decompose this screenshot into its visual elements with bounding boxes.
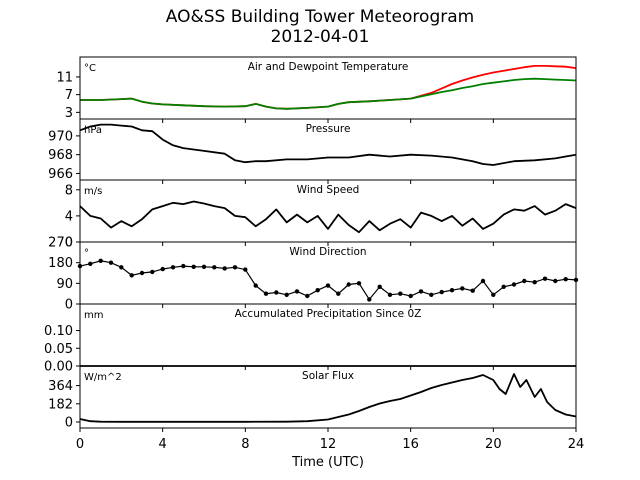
- panel-3-ytick-label: 4: [65, 209, 73, 224]
- panel-3-series-1-line: [79, 200, 577, 234]
- panel-3-units: m/s: [84, 186, 102, 197]
- panel-4-ytick-label: 180: [48, 256, 73, 271]
- panel-2-title: Pressure: [306, 123, 351, 135]
- panel-1-units: °C: [84, 63, 96, 74]
- panel-3-ytick-label: 0: [65, 236, 73, 251]
- panel-1-series-2-line: [80, 77, 577, 110]
- panel-6-units: W/m^2: [84, 372, 122, 383]
- panel-4-ytick-label: 90: [56, 277, 73, 292]
- xtick-label: 4: [159, 437, 167, 452]
- panel-4-ytick-label: 270: [48, 236, 73, 251]
- panel-4-units: °: [84, 248, 89, 259]
- panel-4-title: Wind Direction: [289, 246, 366, 258]
- panel-3-ytick-label: 8: [65, 183, 73, 198]
- panel-5-title: Accumulated Precipitation Since 0Z: [235, 308, 422, 320]
- panel-3-title: Wind Speed: [297, 184, 360, 196]
- figure-title: AO&SS Building Tower Meteorogram: [165, 7, 475, 27]
- panel-1-ytick-label: 3: [65, 106, 73, 121]
- xtick-label: 16: [402, 437, 419, 452]
- panel-2-ytick-label: 968: [48, 148, 73, 163]
- panel-1-ytick-label: 7: [65, 88, 73, 103]
- panel-5-ytick-label: 0.00: [44, 360, 73, 375]
- panel-6-ytick-label: 182: [48, 397, 73, 412]
- panel-1-title: Air and Dewpoint Temperature: [248, 61, 409, 73]
- panel-5-units: mm: [84, 310, 103, 321]
- xtick-label: 20: [485, 437, 502, 452]
- xtick-label: 0: [76, 437, 84, 452]
- panel-2-series-1-line: [79, 123, 577, 166]
- panel-1-ytick-label: 11: [56, 70, 73, 85]
- panel-2-ytick-label: 966: [48, 167, 73, 182]
- panel-4-trace: [79, 260, 577, 301]
- panel-5-ytick-label: 0.10: [44, 324, 73, 339]
- panel-5-ytick-label: 0.05: [44, 342, 73, 357]
- xtick-label: 12: [320, 437, 337, 452]
- xtick-label: 24: [568, 437, 585, 452]
- figure-title-block: AO&SS Building Tower Meteorogram 2012-04…: [0, 7, 640, 47]
- panel-2-ytick-label: 970: [48, 129, 73, 144]
- panel-6-ytick-label: 364: [48, 379, 73, 394]
- xtick-label: 8: [241, 437, 249, 452]
- panel-6-ytick-label: 0: [65, 416, 73, 431]
- panel-6-series-1-line: [79, 373, 577, 423]
- figure-subtitle: 2012-04-01: [270, 27, 370, 47]
- x-axis-label: Time (UTC): [291, 455, 364, 470]
- panel-6-title: Solar Flux: [302, 370, 354, 382]
- panel-4-ytick-label: 0: [65, 298, 73, 313]
- panel-2-units: hPa: [84, 125, 102, 136]
